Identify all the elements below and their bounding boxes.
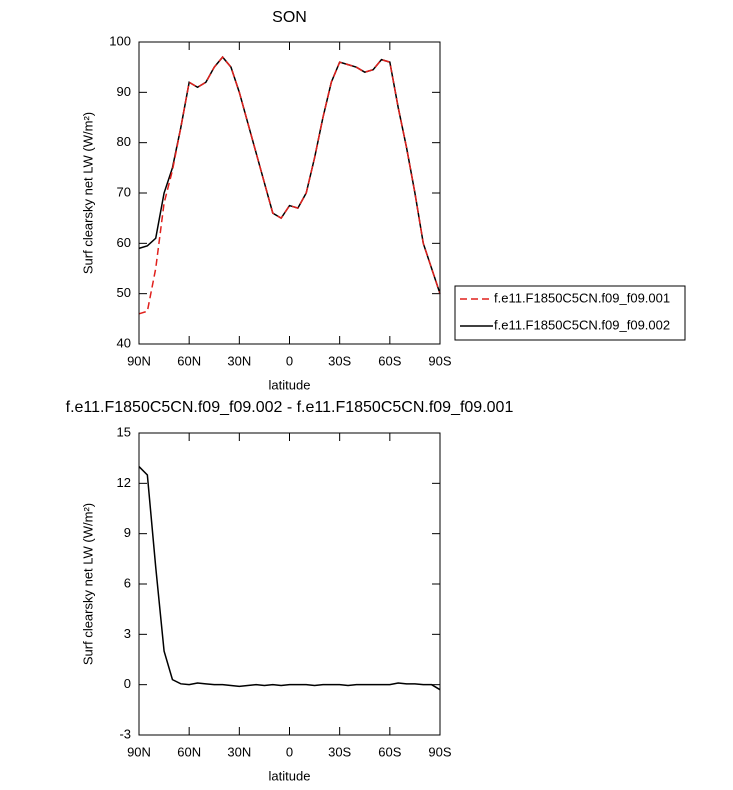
x-tick-label: 30S (328, 744, 351, 759)
plot-frame (138, 41, 441, 345)
x-tick-label: 60S (378, 353, 401, 368)
legend-label: f.e11.F1850C5CN.f09_f09.002 (494, 317, 670, 332)
x-tick-label: 30S (328, 353, 351, 368)
y-tick-label: 40 (117, 335, 131, 350)
series-line (138, 55, 441, 294)
series-line (138, 466, 441, 691)
y-tick-label: 50 (117, 285, 131, 300)
x-tick-label: 60S (378, 744, 401, 759)
y-tick-label: 0 (124, 676, 131, 691)
panel: f.e11.F1850C5CN.f09_f09.002 - f.e11.F185… (66, 399, 514, 783)
y-tick-label: 100 (109, 33, 131, 48)
x-tick-label: 0 (286, 744, 293, 759)
panel: SON latitude Surf clearsky net LW (W/m²) 40… (80, 9, 686, 392)
y-axis-label: Surf clearsky net LW (W/m²) (80, 503, 95, 665)
y-tick-label: -3 (119, 726, 131, 741)
y-tick-label: 70 (117, 184, 131, 199)
y-tick-label: 90 (117, 84, 131, 99)
y-tick-label: 6 (124, 575, 131, 590)
x-axis-label: latitude (269, 377, 311, 392)
y-axis-label: Surf clearsky net LW (W/m²) (80, 112, 95, 274)
y-tick-label: 9 (124, 525, 131, 540)
legend-label: f.e11.F1850C5CN.f09_f09.001 (494, 290, 670, 305)
y-tick-label: 60 (117, 235, 131, 250)
x-tick-label: 90N (127, 353, 151, 368)
x-tick-label: 30N (227, 353, 251, 368)
y-tick-label: 80 (117, 134, 131, 149)
y-tick-label: 15 (117, 424, 131, 439)
chart-title: SON (272, 9, 307, 26)
chart-title: f.e11.F1850C5CN.f09_f09.002 - f.e11.F185… (66, 399, 514, 416)
legend-box (454, 285, 686, 341)
plot-frame (138, 432, 441, 736)
x-tick-label: 0 (286, 353, 293, 368)
series-line (138, 55, 441, 315)
x-tick-label: 30N (227, 744, 251, 759)
x-tick-label: 60N (177, 353, 201, 368)
y-tick-label: 12 (117, 475, 131, 490)
x-tick-label: 90N (127, 744, 151, 759)
y-tick-label: 3 (124, 626, 131, 641)
x-tick-label: 90S (428, 744, 451, 759)
x-tick-label: 90S (428, 353, 451, 368)
x-axis-label: latitude (269, 768, 311, 783)
x-tick-label: 60N (177, 744, 201, 759)
